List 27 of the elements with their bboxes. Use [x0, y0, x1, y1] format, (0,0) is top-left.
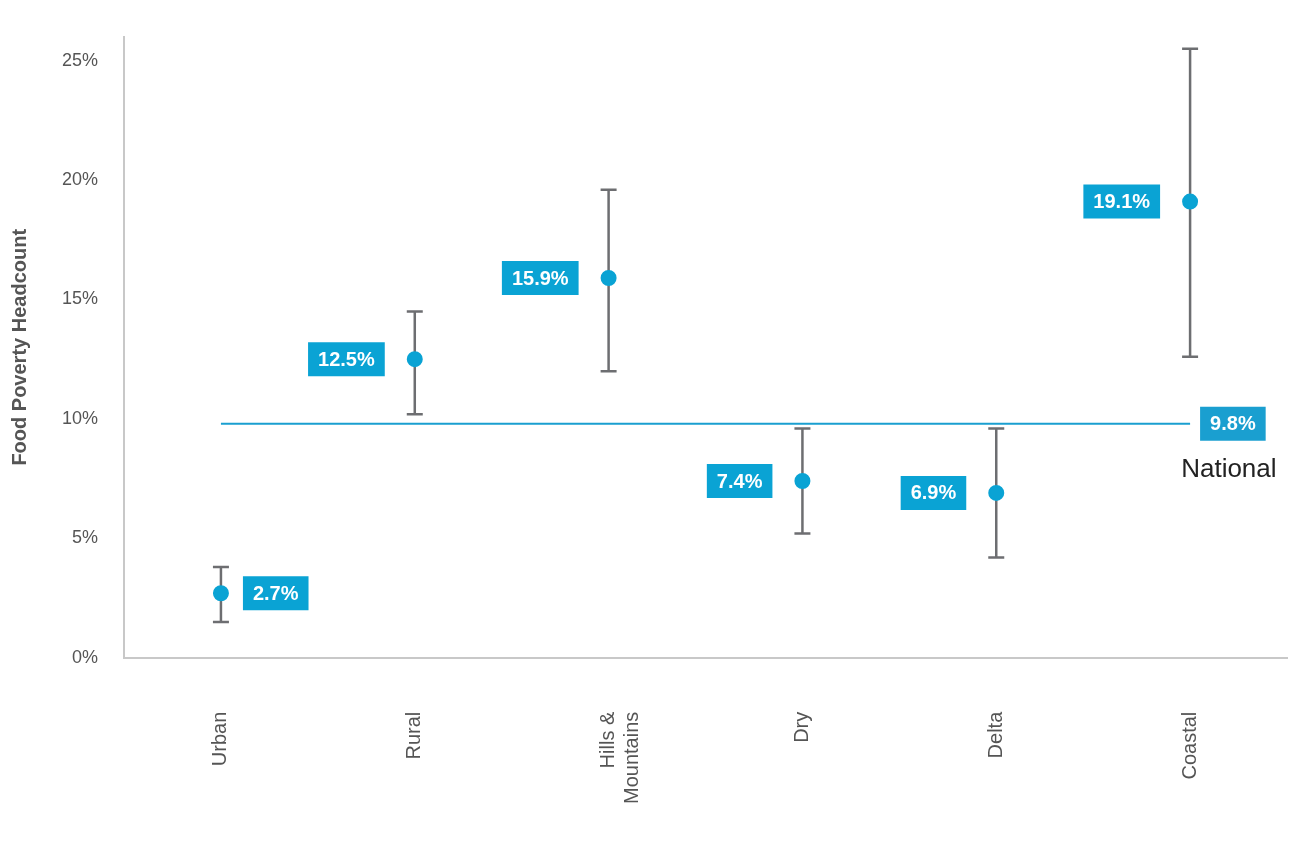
ref-line-label: 9.8% [1210, 412, 1256, 435]
point [1182, 193, 1199, 210]
x-tick-label: Delta [983, 710, 1006, 759]
data-label: 2.7% [252, 581, 299, 604]
y-tick-label: 5% [72, 527, 99, 548]
point [212, 585, 229, 602]
point [600, 270, 617, 287]
data-label: 6.9% [910, 481, 957, 504]
point [406, 351, 423, 368]
y-tick-label: 10% [62, 407, 99, 428]
x-tick-label: Urban [208, 711, 231, 767]
x-tick-label: Dry [789, 711, 812, 743]
point [794, 473, 811, 489]
x-tick-label: Rural [402, 711, 425, 760]
data-label: 7.4% [716, 469, 763, 492]
x-tick-label: Coastal [1177, 711, 1200, 780]
data-label: 12.5% [318, 347, 375, 370]
y-tick-label: 0% [72, 646, 99, 667]
x-tick-label: Hills & Mountains [596, 711, 643, 805]
data-label: 19.1% [1093, 190, 1151, 213]
y-axis-title: Food Poverty Headcount [7, 228, 30, 466]
data-label: 15.9% [511, 266, 569, 289]
annotation: National [1181, 452, 1277, 483]
y-tick-label: 20% [62, 169, 99, 190]
y-tick-label: 15% [62, 288, 99, 309]
y-tick-label: 25% [62, 49, 99, 70]
point [988, 484, 1005, 501]
